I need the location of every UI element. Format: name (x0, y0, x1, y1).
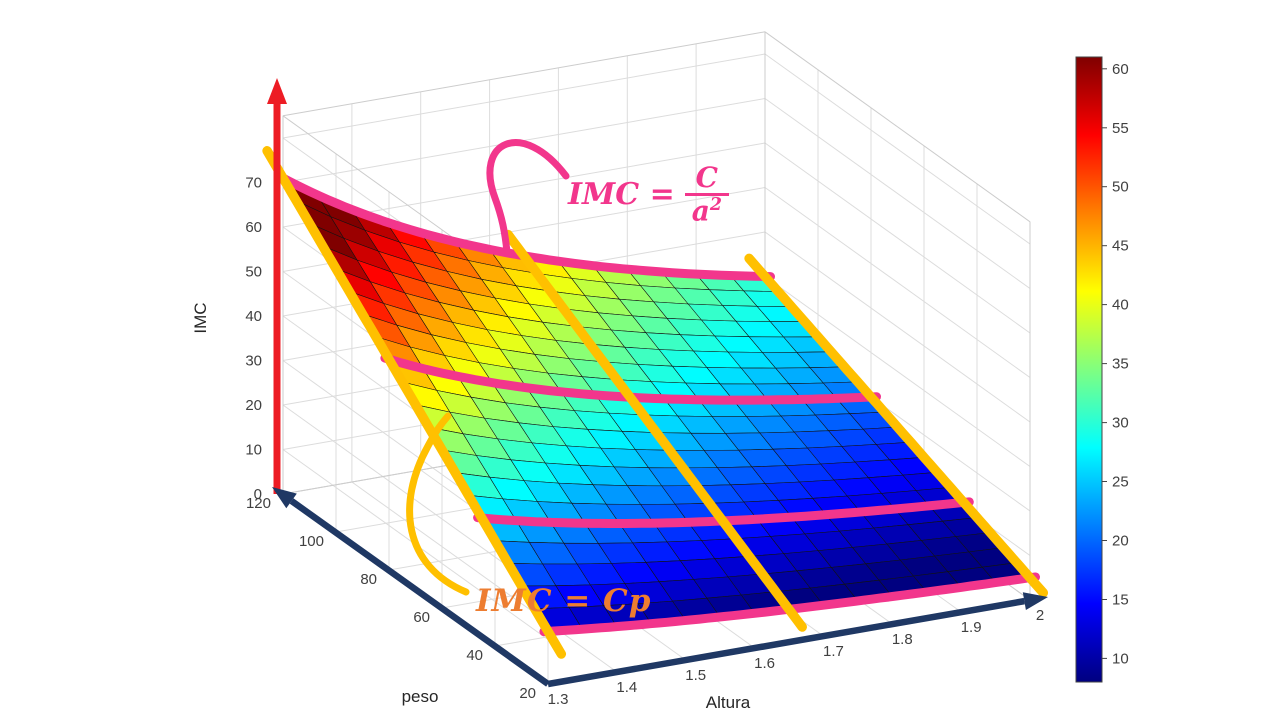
altura-tick-label: 1.6 (754, 655, 775, 672)
altura-tick-label: 1.4 (616, 679, 637, 696)
colorbar-tick-label: 10 (1112, 650, 1129, 667)
annotation-orange-formula: IMC = Cp (476, 583, 652, 619)
colorbar-tick-label: 45 (1112, 238, 1129, 255)
colorbar-tick-label: 55 (1112, 120, 1129, 137)
altura-tick-label: 1.9 (961, 619, 982, 636)
fraction-denominator: a2 (684, 193, 729, 228)
peso-tick-label: 40 (466, 647, 483, 664)
annotation-pink-fraction: C a2 (684, 161, 729, 228)
fraction-numerator: C (695, 161, 718, 194)
altura-tick-label: 1.3 (548, 691, 569, 708)
altura-tick-label: 2 (1036, 607, 1044, 624)
imc-tick-label: 60 (245, 219, 262, 236)
altura-tick-label: 1.5 (685, 667, 706, 684)
imc-tick-label: 0 (254, 486, 262, 503)
colorbar-tick-label: 40 (1112, 297, 1129, 314)
altura-tick-label: 1.8 (892, 631, 913, 648)
colorbar: 60 55 50 45 40 35 30 25 20 15 10 (1075, 56, 1129, 683)
svg-text:peso: peso (402, 687, 439, 706)
annotation-pink-lhs: IMC = (568, 177, 675, 213)
colorbar-tick-label: 15 (1112, 591, 1129, 608)
peso-tick-labels: 20 40 60 80 100 120 (246, 495, 536, 702)
orange-connector (406, 412, 470, 596)
peso-tick-label: 60 (413, 609, 430, 626)
altura-tick-label: 1.7 (823, 643, 844, 660)
peso-axis-title: peso (402, 687, 439, 706)
svg-text:IMC: IMC (191, 302, 210, 333)
peso-tick-label: 100 (299, 533, 324, 550)
annotation-pink-formula: IMC = C a2 (568, 161, 729, 228)
surface-mesh (282, 177, 1031, 632)
imc-tick-label: 20 (245, 397, 262, 414)
peso-tick-label: 120 (246, 495, 271, 512)
colorbar-tick-label: 35 (1112, 356, 1129, 373)
colorbar-tick-label: 50 (1112, 179, 1129, 196)
imc-tick-labels: 0 10 20 30 40 50 60 70 (245, 175, 262, 504)
altura-tick-labels: 1.3 1.4 1.5 1.6 1.7 1.8 1.9 2 (548, 607, 1045, 708)
denominator-base: a (691, 194, 710, 228)
imc-axis-arrow (267, 78, 287, 494)
imc-tick-label: 30 (245, 353, 262, 370)
peso-axis-arrow (272, 487, 550, 687)
peso-tick-label: 80 (360, 571, 377, 588)
altura-axis-arrow (547, 592, 1048, 688)
imc-tick-label: 10 (245, 442, 262, 459)
svg-text:Altura: Altura (706, 693, 751, 712)
colorbar-tick-label: 20 (1112, 532, 1129, 549)
peso-tick-label: 20 (519, 685, 536, 702)
imc-tick-label: 70 (245, 175, 262, 192)
orange-highlight-lines (262, 146, 1049, 659)
denominator-exponent: 2 (709, 195, 722, 216)
imc-axis-title: IMC (191, 302, 210, 333)
imc-tick-label: 50 (245, 264, 262, 281)
colorbar-tick-label: 30 (1112, 415, 1129, 432)
altura-axis-title: Altura (706, 693, 751, 712)
colorbar-tick-label: 25 (1112, 474, 1129, 491)
colorbar-tick-label: 60 (1112, 61, 1129, 78)
pink-connector (486, 139, 570, 256)
imc-tick-label: 40 (245, 308, 262, 325)
